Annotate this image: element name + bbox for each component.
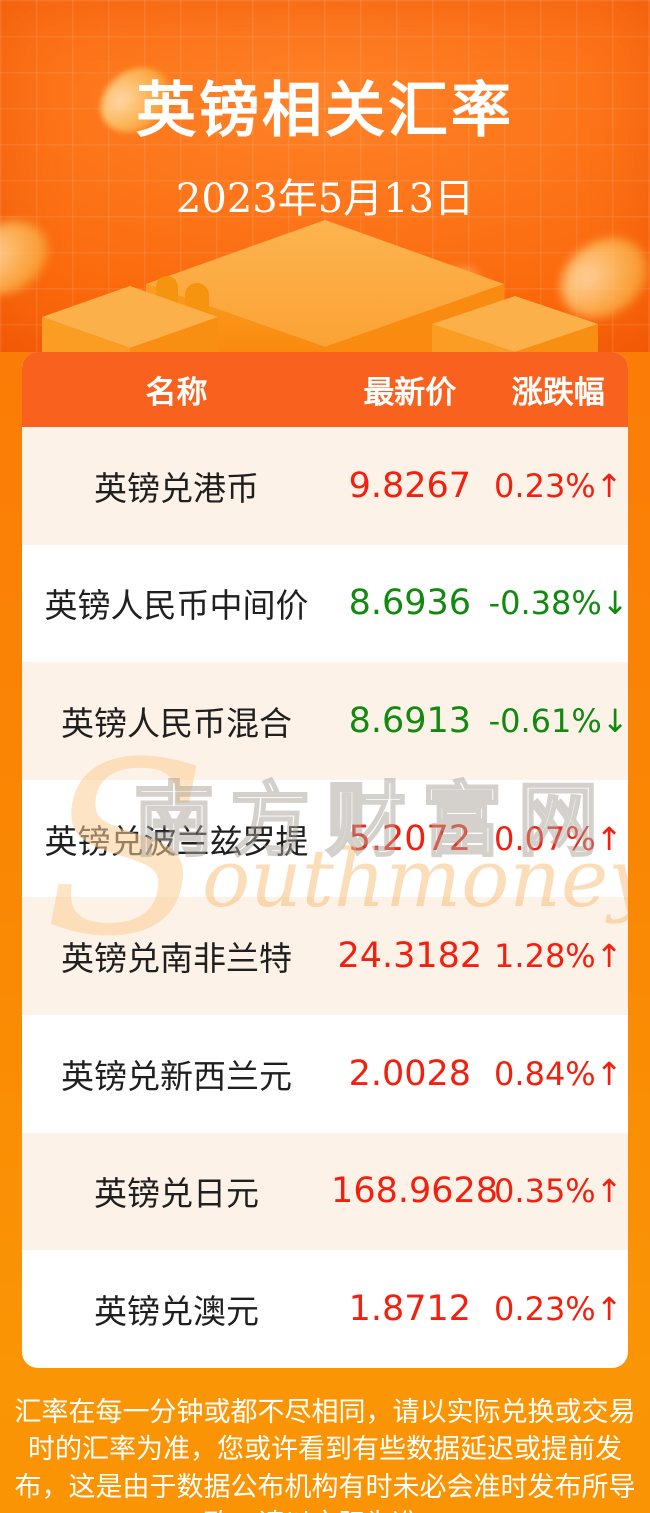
podium-left-box [42, 286, 218, 352]
latest-price: 168.9628 [331, 1171, 499, 1212]
hero-section: 英镑相关汇率 2023年5月13日 [0, 0, 650, 352]
podium-right-box [432, 296, 598, 352]
latest-price: 1.8712 [348, 1288, 472, 1329]
date-label: 2023年5月13日 [175, 176, 475, 222]
table-header-row: 名称 最新价 涨跌幅 [22, 352, 628, 427]
currency-pair-name: 英镑人民币中间价 [44, 587, 309, 625]
latest-price: 24.3182 [337, 936, 483, 977]
footer-section: 汇率在每一分钟或都不尽相同，请以实际兑换或交易时的汇率为准，您或许看到有些数据延… [0, 1370, 650, 1513]
table-row: 英镑兑日元 168.9628 0.35%↑ [22, 1132, 628, 1251]
table-row: 英镑人民币中间价 8.6936 -0.38%↓ [22, 545, 628, 663]
rates-card: 名称 最新价 涨跌幅 英镑兑港币 9.8267 0.23%↑ 英镑人民币中间价 … [22, 352, 628, 1368]
podium-illustration [0, 67, 647, 352]
currency-pair-name: 英镑兑日元 [94, 1175, 260, 1213]
table-row: 英镑兑新西兰元 2.0028 0.84%↑ [22, 1015, 628, 1133]
currency-pair-name: 英镑人民币混合 [61, 704, 293, 742]
change-percent: 0.23%↑ [494, 466, 623, 505]
table-row: 英镑兑波兰兹罗提 5.2072 0.07%↑ [22, 780, 628, 898]
table-row: 英镑兑港币 9.8267 0.23%↑ [22, 427, 628, 545]
table-row: 英镑兑南非兰特 24.3182 1.28%↑ [22, 897, 628, 1015]
latest-price: 2.0028 [348, 1053, 472, 1094]
coin-icon [100, 67, 170, 133]
latest-price: 8.6936 [348, 583, 472, 624]
header-cell-price: 最新价 [363, 375, 457, 410]
latest-price: 8.6913 [348, 700, 472, 741]
change-percent: 1.28%↑ [494, 937, 623, 976]
header-cell-change: 涨跌幅 [511, 375, 605, 410]
change-percent: 0.23%↑ [494, 1289, 623, 1328]
page-title: 英镑相关汇率 [136, 77, 514, 144]
change-percent: -0.38%↓ [488, 584, 628, 623]
currency-pair-name: 英镑兑南非兰特 [61, 940, 293, 978]
change-percent: 0.35%↑ [494, 1172, 623, 1211]
header-cell-name: 名称 [145, 375, 208, 410]
latest-price: 9.8267 [348, 465, 472, 506]
currency-pair-name: 英镑兑新西兰元 [61, 1057, 293, 1095]
disclaimer-text: 汇率在每一分钟或都不尽相同，请以实际兑换或交易时的汇率为准，您或许看到有些数据延… [14, 1397, 636, 1513]
currency-pair-name: 英镑兑澳元 [94, 1292, 260, 1330]
table-row: 英镑兑澳元 1.8712 0.23%↑ [22, 1250, 628, 1368]
currency-pair-name: 英镑兑港币 [94, 469, 260, 507]
change-percent: 0.07%↑ [494, 819, 623, 858]
table-row: 英镑人民币混合 8.6913 -0.61%↓ [22, 662, 628, 780]
table-body: 英镑兑港币 9.8267 0.23%↑ 英镑人民币中间价 8.6936 -0.3… [22, 427, 628, 1368]
latest-price: 5.2072 [348, 818, 472, 859]
change-percent: -0.61%↓ [488, 701, 628, 740]
currency-pair-name: 英镑兑波兰兹罗提 [44, 822, 309, 860]
change-percent: 0.84%↑ [494, 1054, 623, 1093]
